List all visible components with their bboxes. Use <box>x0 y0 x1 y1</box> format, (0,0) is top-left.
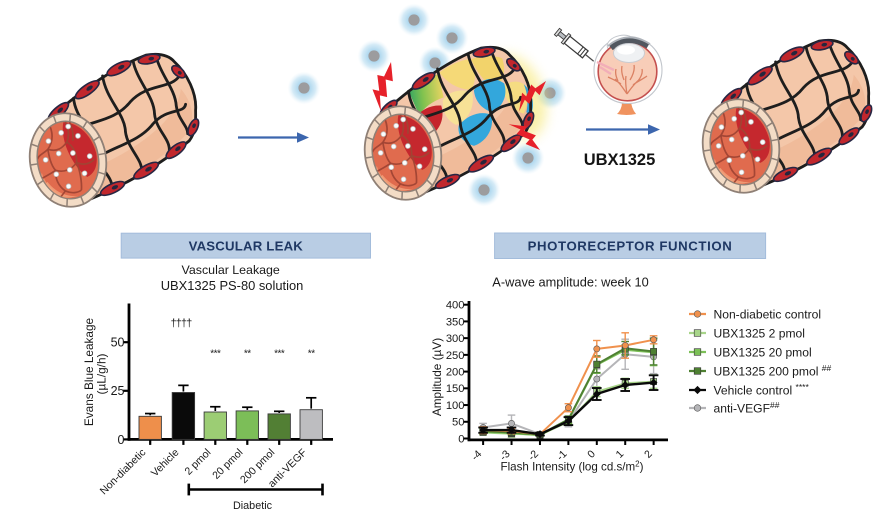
svg-text:††††: †††† <box>171 318 193 330</box>
svg-text:350: 350 <box>446 316 465 328</box>
svg-text:Diabetic: Diabetic <box>233 500 273 512</box>
svg-text:Flash Intensity (log cd.s/m2): Flash Intensity (log cd.s/m2) <box>501 460 644 474</box>
svg-text:**: ** <box>308 349 315 360</box>
svg-text:150: 150 <box>446 383 465 395</box>
svg-text:UBX1325 20 pmol: UBX1325 20 pmol <box>714 345 812 359</box>
svg-text:(µL/g/h): (µL/g/h) <box>95 353 109 394</box>
svg-text:UBX1325 200 pmol ##: UBX1325 200 pmol ## <box>714 363 832 379</box>
svg-text:Non-diabetic control: Non-diabetic control <box>714 307 822 321</box>
svg-text:50: 50 <box>111 336 125 350</box>
svg-text:25: 25 <box>111 384 125 398</box>
svg-text:Vehicle control ****: Vehicle control **** <box>714 382 810 398</box>
svg-text:**: ** <box>244 349 251 360</box>
svg-text:Amplitude (µV): Amplitude (µV) <box>430 338 444 416</box>
svg-text:Vascular Leakage: Vascular Leakage <box>182 263 280 277</box>
svg-text:400: 400 <box>446 300 465 312</box>
svg-text:UBX1325 2 pmol: UBX1325 2 pmol <box>714 326 805 340</box>
svg-text:250: 250 <box>446 350 465 362</box>
svg-text:0: 0 <box>458 433 464 445</box>
svg-text:UBX1325: UBX1325 <box>584 151 656 169</box>
svg-text:***: *** <box>210 349 221 360</box>
svg-text:UBX1325 PS-80 solution: UBX1325 PS-80 solution <box>161 278 304 293</box>
svg-text:Evans Blue Leakage: Evans Blue Leakage <box>82 317 96 426</box>
svg-text:***: *** <box>274 349 285 360</box>
svg-text:PHOTORECEPTOR FUNCTION: PHOTORECEPTOR FUNCTION <box>528 239 733 254</box>
svg-text:200: 200 <box>446 367 465 379</box>
svg-text:300: 300 <box>446 333 465 345</box>
svg-text:VASCULAR LEAK: VASCULAR LEAK <box>189 239 304 254</box>
svg-text:50: 50 <box>452 417 464 429</box>
svg-text:0: 0 <box>118 433 125 447</box>
svg-text:A-wave amplitude: week 10: A-wave amplitude: week 10 <box>492 275 649 290</box>
svg-text:anti-VEGF##: anti-VEGF## <box>714 400 780 416</box>
svg-text:100: 100 <box>446 400 465 412</box>
